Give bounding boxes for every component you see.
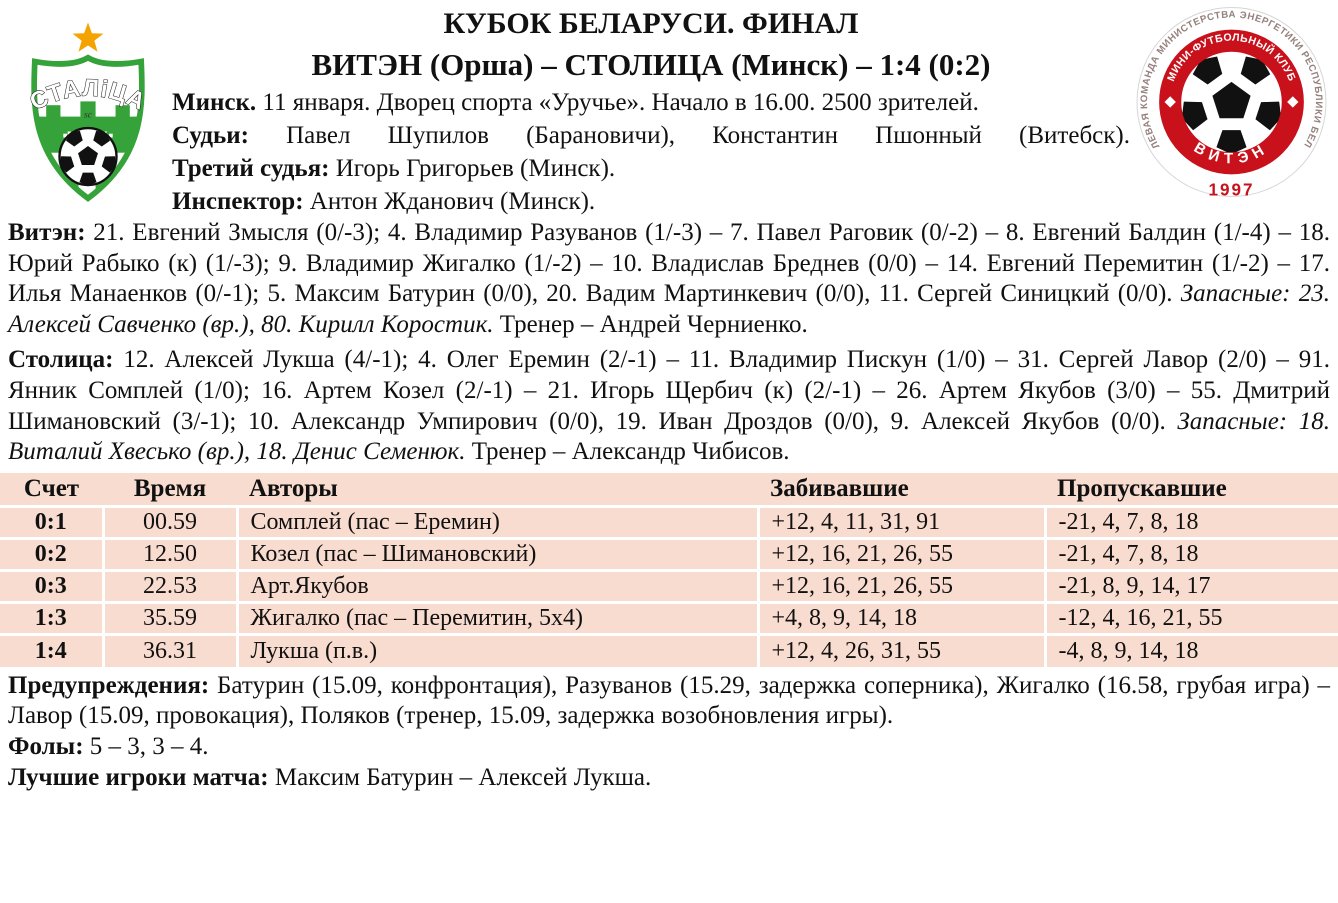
team-name: Столица: (8, 346, 114, 374)
col-header-time: Время (133, 475, 207, 502)
info-label: Третий судья: (172, 155, 330, 182)
team-name: Витэн: (8, 219, 86, 246)
header: КУБОК БЕЛАРУСИ. ФИНАЛ ВИТЭН (Орша) – СТО… (172, 4, 1130, 218)
match-score-line: ВИТЭН (Орша) – СТОЛИЦА (Минск) – 1:4 (0:… (311, 47, 991, 82)
stalitsa-club-logo: СТАЛіЦА sc МФК (12, 8, 164, 210)
fouls-label: Фолы: (8, 732, 84, 760)
match-info: Минск. 11 января. Дворец спорта «Уручье»… (172, 86, 1130, 218)
info-label: Инспектор: (172, 188, 304, 215)
cell-time: 36.31 (101, 633, 237, 667)
best-players-label: Лучшие игроки матча: (8, 763, 269, 791)
cell-author: Сомплей (пас – Еремин) (235, 505, 758, 539)
goals-table-header: Счет Время Авторы Забивавшие Пропускавши… (0, 473, 1338, 507)
warnings-text: Батурин (15.09, конфронтация), Разуванов… (8, 671, 1330, 730)
info-label: Судьи: (172, 122, 249, 149)
best-players-text: Максим Батурин – Алексей Лукша. (268, 763, 652, 791)
cell-time: 12.50 (101, 537, 237, 571)
info-text: Антон Жданович (Минск). (303, 188, 596, 215)
info-text: Игорь Григорьев (Минск). (329, 155, 616, 182)
roster-reserves: Запасные: 18. Виталий Хвесько (вр.), 18.… (8, 407, 1330, 466)
info-line-inspector: Инспектор: Антон Жданович (Минск). (172, 185, 1130, 218)
footer-notes: Предупреждения: Батурин (15.09, конфронт… (8, 671, 1330, 793)
cell-time: 35.59 (101, 601, 237, 635)
info-text: Павел Шупилов (Барановичи), Константин П… (248, 122, 1130, 149)
warnings-line: Предупреждения: Батурин (15.09, конфронт… (8, 671, 1330, 732)
info-line-referees: Судьи: Павел Шупилов (Барановичи), Конст… (172, 119, 1130, 152)
roster-main: 12. Алексей Лукша (4/-1); 4. Олег Еремин… (8, 346, 1330, 435)
cell-score: 0:1 (0, 505, 103, 539)
cell-on-court-for: +12, 16, 21, 26, 55 (756, 537, 1045, 571)
viten-year: 1997 (1208, 180, 1254, 199)
cell-score: 1:3 (0, 601, 103, 635)
table-row: 1:3 35.59 Жигалко (пас – Перемитин, 5х4)… (0, 601, 1338, 635)
fouls-line: Фолы: 5 – 3, 3 – 4. (8, 732, 1330, 763)
roster-reserves: Запасные: 23. Алексей Савченко (вр.), 80… (8, 280, 1330, 338)
roster-coach: Тренер – Андрей Черниенко. (493, 310, 808, 338)
roster-coach: Тренер – Александр Чибисов. (465, 438, 790, 466)
goals-table: Счет Время Авторы Забивавшие Пропускавши… (0, 472, 1338, 667)
roster-main: 21. Евгений Змысля (0/-3); 4. Владимир Р… (8, 219, 1330, 308)
cell-score: 0:2 (0, 537, 103, 571)
cell-on-court-against: -21, 8, 9, 14, 17 (1043, 569, 1338, 603)
warnings-label: Предупреждения: (8, 671, 210, 699)
col-header-conceded-on: Пропускавшие (1057, 475, 1227, 502)
cell-on-court-for: +12, 16, 21, 26, 55 (756, 569, 1045, 603)
cell-on-court-against: -21, 4, 7, 8, 18 (1043, 505, 1338, 539)
cell-author: Жигалко (пас – Перемитин, 5х4) (235, 601, 758, 635)
page-title: КУБОК БЕЛАРУСИ. ФИНАЛ (443, 7, 859, 40)
best-players-line: Лучшие игроки матча: Максим Батурин – Ал… (8, 763, 1330, 794)
star-icon (72, 22, 104, 52)
cell-on-court-against: -21, 4, 7, 8, 18 (1043, 537, 1338, 571)
cell-on-court-for: +4, 8, 9, 14, 18 (756, 601, 1045, 635)
col-header-score: Счет (23, 475, 80, 502)
fouls-text: 5 – 3, 3 – 4. (83, 732, 209, 760)
cell-on-court-against: -4, 8, 9, 14, 18 (1043, 633, 1338, 667)
cell-score: 1:4 (0, 633, 103, 667)
cell-time: 22.53 (101, 569, 237, 603)
stalitsa-script: sc (84, 111, 93, 121)
info-label: Минск. (172, 89, 257, 116)
main-content: Витэн: 21. Евгений Змысля (0/-3); 4. Вла… (0, 218, 1338, 793)
info-line-venue: Минск. 11 января. Дворец спорта «Уручье»… (172, 86, 1130, 119)
roster-viten: Витэн: 21. Евгений Змысля (0/-3); 4. Вла… (8, 218, 1330, 340)
table-row: 0:2 12.50 Козел (пас – Шимановский) +12,… (0, 537, 1338, 571)
col-header-scorers-on: Забивавшие (770, 475, 909, 502)
cell-author: Козел (пас – Шимановский) (235, 537, 758, 571)
cell-score: 0:3 (0, 569, 103, 603)
soccer-ball-icon (58, 126, 118, 187)
col-header-authors: Авторы (249, 475, 338, 502)
cell-on-court-against: -12, 4, 16, 21, 55 (1043, 601, 1338, 635)
info-text: 11 января. Дворец спорта «Уручье». Начал… (256, 89, 979, 116)
table-row: 1:4 36.31 Лукша (п.в.) +12, 4, 26, 31, 5… (0, 633, 1338, 667)
cell-author: Арт.Якубов (235, 569, 758, 603)
viten-club-logo: ОТРАСЛЕВАЯ КОМАНДА МИНИСТЕРСТВА ЭНЕРГЕТИ… (1130, 0, 1330, 206)
cell-time: 00.59 (101, 505, 237, 539)
roster-stolitsa: Столица: 12. Алексей Лукша (4/-1); 4. Ол… (8, 345, 1330, 467)
info-line-third-referee: Третий судья: Игорь Григорьев (Минск). (172, 152, 1130, 185)
cell-on-court-for: +12, 4, 11, 31, 91 (756, 505, 1045, 539)
cell-author: Лукша (п.в.) (235, 633, 758, 667)
viten-emblem-icon: ОТРАСЛЕВАЯ КОМАНДА МИНИСТЕРСТВА ЭНЕРГЕТИ… (1130, 0, 1327, 199)
table-row: 0:1 00.59 Сомплей (пас – Еремин) +12, 4,… (0, 505, 1338, 539)
cell-on-court-for: +12, 4, 26, 31, 55 (756, 633, 1045, 667)
stalitsa-shield-icon: СТАЛіЦА sc МФК (25, 22, 150, 202)
table-row: 0:3 22.53 Арт.Якубов +12, 16, 21, 26, 55… (0, 569, 1338, 603)
